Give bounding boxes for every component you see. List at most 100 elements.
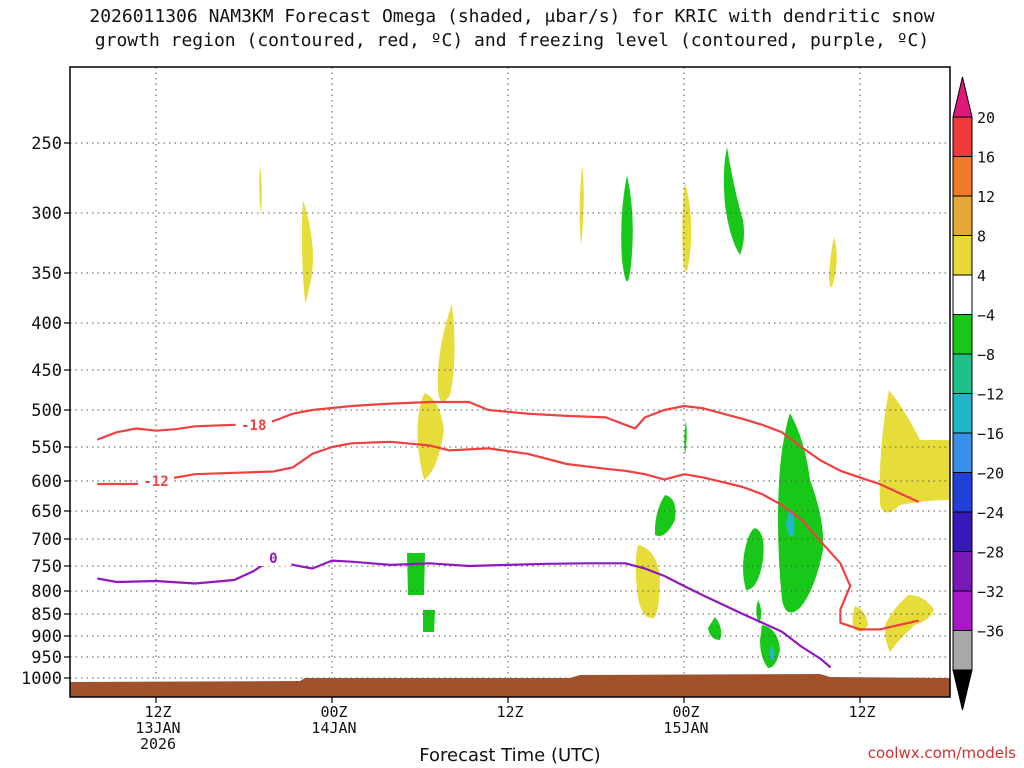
contour-label-0: 0: [269, 551, 277, 567]
omega-region-13: [786, 508, 795, 537]
colorbar-label-6: −4: [977, 307, 995, 325]
omega-region-21: [423, 610, 435, 632]
colorbar-arrow-top: [952, 76, 973, 118]
omega-colorbar: 20 16 12 8 4 −4 −8 −12 −16 −20 −24 −28 −32 −36: [952, 76, 1004, 711]
colorbar-label-14: −36: [977, 623, 1004, 641]
x-tick-label-60-1: 00Z: [672, 703, 699, 721]
contour-label-bg--12: [138, 473, 174, 489]
terrain: [70, 674, 950, 697]
colorbar-label-2: 16: [977, 149, 995, 167]
contour-label--18: -18: [241, 418, 266, 434]
omega-region-9: [829, 237, 837, 288]
x-axis-label: Forecast Time (UTC): [419, 745, 601, 766]
colorbar-label-5: 4: [977, 267, 986, 285]
x-tick-label-60-2: 15JAN: [663, 719, 708, 737]
x-tick-label-24-2: 14JAN: [311, 719, 356, 737]
omega-region-1: [259, 165, 262, 215]
omega-region-4: [417, 393, 444, 480]
x-tick-label-6-3: 2026: [140, 735, 176, 753]
colorbar-label-4: 8: [977, 228, 986, 246]
y-tick-label-400: 400: [31, 314, 62, 334]
omega-region-14: [743, 528, 764, 590]
colorbar-label-8: −12: [977, 386, 1004, 404]
y-tick-label-800: 800: [31, 582, 62, 602]
colorbar-label-10: −20: [977, 465, 1004, 483]
contour-lines: -18 -12 0: [96, 400, 920, 669]
colorbar-swatch-9: [952, 432, 973, 473]
omega-region-2: [301, 200, 313, 303]
omega-region-18: [769, 645, 775, 660]
contour-0: [97, 556, 832, 669]
contour--18: [96, 400, 920, 503]
omega-region-22: [879, 390, 950, 513]
omega-region-11: [654, 495, 676, 536]
x-tick-label-42-1: 12Z: [496, 703, 523, 721]
y-tick-label-300: 300: [31, 204, 62, 224]
omega-region-16: [708, 617, 722, 640]
y-tick-label-950: 950: [31, 648, 62, 668]
colorbar-swatch-7: [952, 353, 973, 394]
y-tick-label-250: 250: [31, 134, 62, 154]
plot-area: [70, 67, 950, 697]
omega-region-20: [407, 553, 425, 595]
terrain-fill: [70, 674, 950, 697]
omega-region-19: [635, 545, 660, 619]
x-tick-label-6-1: 12Z: [144, 703, 171, 721]
omega-region-24: [852, 606, 868, 632]
colorbar-swatch-11: [952, 511, 973, 552]
y-tick-label-500: 500: [31, 401, 62, 421]
y-tick-label-550: 550: [31, 438, 62, 458]
omega-region-10: [684, 420, 687, 455]
colorbar-swatch-4: [952, 235, 973, 276]
colorbar-label-13: −32: [977, 583, 1004, 601]
omega-region-6: [621, 175, 633, 282]
omega-region-15: [756, 600, 762, 624]
colorbar-swatch-5: [952, 274, 973, 315]
colorbar-swatch-1: [952, 116, 973, 157]
colorbar-swatch-3: [952, 195, 973, 236]
colorbar-label-11: −24: [977, 504, 1004, 522]
y-tick-label-700: 700: [31, 530, 62, 550]
x-tick-label-78-1: 12Z: [848, 703, 875, 721]
chart-title-line2: growth region (contoured, red, ºC) and f…: [94, 30, 930, 51]
colorbar-label-9: −16: [977, 425, 1004, 443]
y-tick-label-750: 750: [31, 557, 62, 577]
y-tick-label-1000: 1000: [21, 669, 62, 689]
colorbar-arrow-bottom: [952, 669, 973, 711]
source-watermark: coolwx.com/models: [867, 744, 1016, 762]
y-tick-label-600: 600: [31, 472, 62, 492]
colorbar-label-7: −8: [977, 346, 995, 364]
omega-region-8: [723, 147, 744, 255]
chart-title-line1: 2026011306 NAM3KM Forecast Omega (shaded…: [89, 6, 935, 27]
colorbar-swatch-14: [952, 630, 973, 671]
colorbar-swatch-13: [952, 590, 973, 631]
colorbar-swatch-8: [952, 393, 973, 434]
colorbar-swatch-12: [952, 551, 973, 592]
contour-label-bg-0: [255, 549, 292, 566]
colorbar-label-3: 12: [977, 188, 995, 206]
y-tick-label-900: 900: [31, 627, 62, 647]
y-tick-label-850: 850: [31, 605, 62, 625]
colorbar-label-12: −28: [977, 544, 1004, 562]
y-tick-label-350: 350: [31, 264, 62, 284]
contour--12: [97, 440, 919, 631]
plot-frame: [69, 66, 951, 698]
x-tick-label-6-2: 13JAN: [135, 719, 180, 737]
contour-label--12: -12: [143, 474, 168, 490]
omega-region-5: [579, 165, 584, 245]
pressure-axis: 2503003504004505005506006507007508008509…: [21, 134, 70, 689]
omega-region-3: [437, 304, 455, 402]
contour-label-bg--18: [235, 416, 272, 433]
colorbar-swatch-2: [952, 156, 973, 197]
x-tick-label-24-1: 00Z: [320, 703, 347, 721]
omega-region-7: [682, 182, 692, 272]
omega-shading: [259, 147, 950, 668]
y-tick-label-650: 650: [31, 502, 62, 522]
colorbar-swatch-6: [952, 314, 973, 355]
y-tick-label-450: 450: [31, 361, 62, 381]
omega-region-12: [778, 413, 824, 613]
colorbar-swatch-10: [952, 472, 973, 513]
colorbar-label-1: 20: [977, 109, 995, 127]
